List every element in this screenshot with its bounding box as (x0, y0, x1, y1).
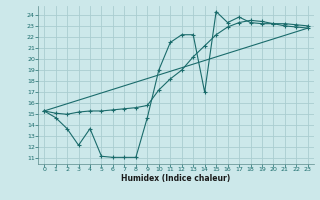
X-axis label: Humidex (Indice chaleur): Humidex (Indice chaleur) (121, 174, 231, 183)
